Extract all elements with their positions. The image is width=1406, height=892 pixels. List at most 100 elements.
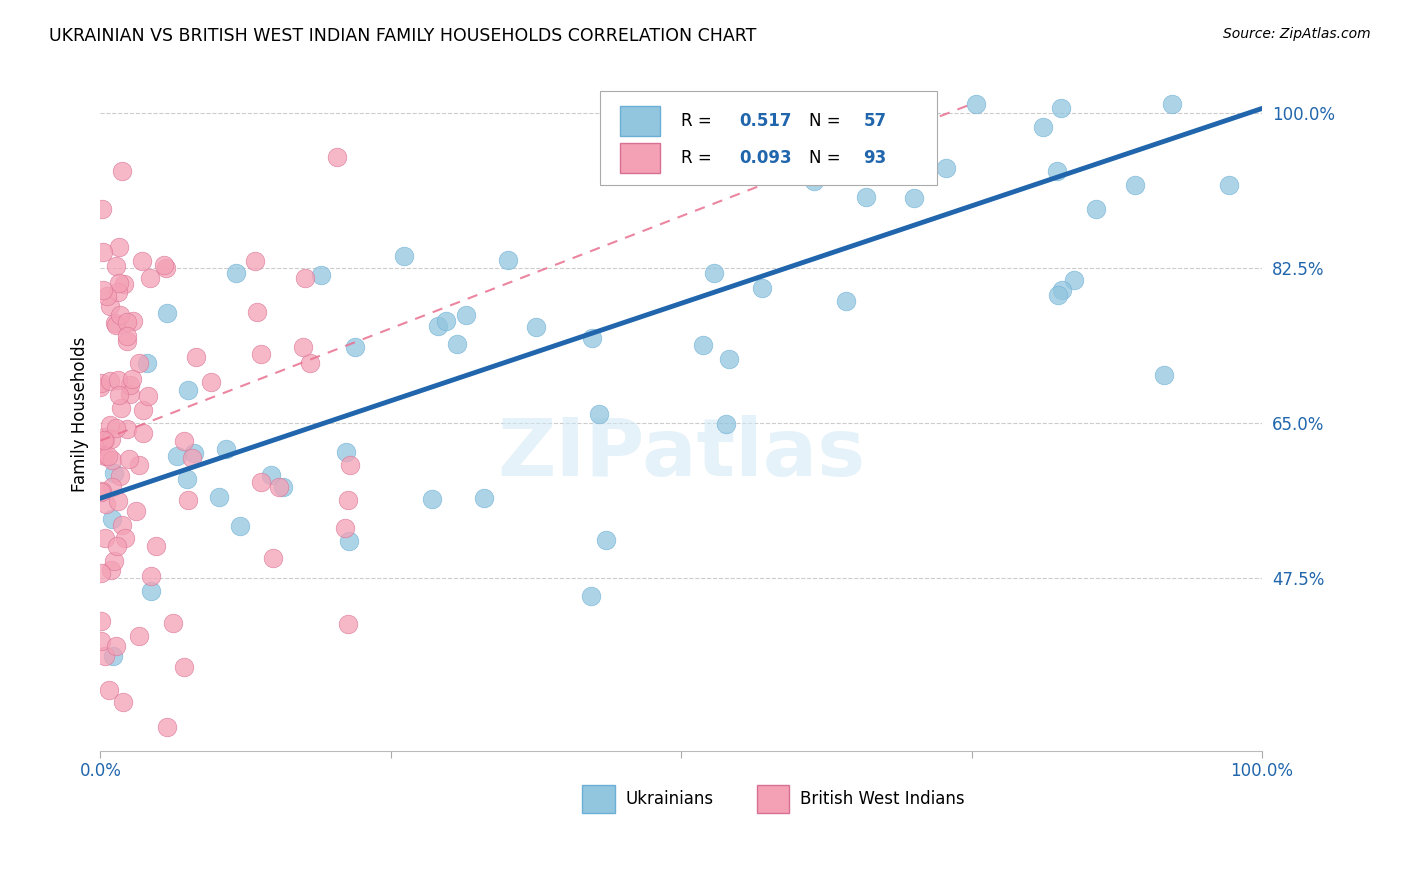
- Point: [93, 449, 115, 463]
- Point: [111, 695, 134, 709]
- Point: [243, 253, 266, 268]
- Point: [294, 270, 316, 285]
- Point: [200, 375, 222, 389]
- Point: [718, 352, 741, 367]
- Point: [581, 331, 603, 345]
- Point: [1218, 178, 1240, 192]
- Point: [176, 472, 198, 486]
- Point: [153, 258, 176, 272]
- Point: [496, 252, 519, 267]
- Point: [298, 355, 321, 369]
- Point: [104, 316, 127, 330]
- Text: 0.093: 0.093: [740, 149, 792, 167]
- Point: [703, 266, 725, 280]
- Point: [262, 550, 284, 565]
- Point: [105, 318, 128, 332]
- Point: [326, 150, 349, 164]
- Point: [90, 634, 112, 648]
- Point: [173, 660, 195, 674]
- Point: [335, 521, 357, 535]
- Point: [91, 245, 114, 260]
- Bar: [756, 785, 789, 814]
- Point: [112, 277, 135, 292]
- Point: [855, 190, 877, 204]
- Point: [343, 340, 366, 354]
- FancyBboxPatch shape: [600, 91, 936, 186]
- Point: [90, 376, 112, 390]
- Point: [89, 380, 111, 394]
- Point: [337, 534, 360, 549]
- Point: [114, 531, 136, 545]
- Point: [101, 649, 124, 664]
- Bar: [582, 785, 614, 814]
- Point: [131, 254, 153, 268]
- Point: [183, 446, 205, 460]
- Point: [90, 446, 112, 460]
- Point: [105, 259, 128, 273]
- Point: [104, 639, 127, 653]
- Point: [100, 432, 122, 446]
- Point: [128, 356, 150, 370]
- Point: [107, 285, 129, 300]
- Point: [260, 467, 283, 482]
- Point: [1049, 101, 1071, 115]
- Point: [335, 445, 357, 459]
- Point: [394, 249, 416, 263]
- Point: [588, 408, 610, 422]
- Point: [184, 350, 207, 364]
- Point: [98, 299, 121, 313]
- Point: [108, 308, 131, 322]
- Text: Ukrainians: Ukrainians: [626, 790, 714, 808]
- Point: [90, 614, 112, 628]
- Point: [1084, 202, 1107, 217]
- Point: [935, 161, 957, 175]
- Point: [107, 493, 129, 508]
- Point: [97, 449, 120, 463]
- Point: [107, 373, 129, 387]
- Point: [98, 374, 121, 388]
- Point: [751, 281, 773, 295]
- Point: [98, 683, 121, 698]
- Point: [524, 320, 547, 334]
- Point: [138, 271, 160, 285]
- Point: [139, 584, 162, 599]
- Point: [145, 539, 167, 553]
- Point: [744, 97, 766, 112]
- Point: [120, 377, 142, 392]
- Point: [108, 239, 131, 253]
- Point: [118, 451, 141, 466]
- Text: R =: R =: [681, 149, 717, 167]
- Point: [173, 434, 195, 448]
- Point: [115, 329, 138, 343]
- Point: [835, 294, 858, 309]
- Point: [714, 417, 737, 431]
- Text: N =: N =: [808, 149, 846, 167]
- Point: [108, 469, 131, 483]
- Point: [250, 347, 273, 361]
- Point: [1153, 368, 1175, 382]
- Point: [93, 433, 115, 447]
- Point: [225, 266, 247, 280]
- Point: [115, 316, 138, 330]
- Point: [101, 512, 124, 526]
- Point: [803, 174, 825, 188]
- Point: [581, 589, 603, 603]
- Point: [90, 484, 112, 499]
- Point: [155, 260, 177, 275]
- Y-axis label: Family Households: Family Households: [72, 336, 89, 491]
- Point: [132, 402, 155, 417]
- Point: [96, 289, 118, 303]
- Text: 0.517: 0.517: [740, 112, 792, 130]
- Text: British West Indians: British West Indians: [800, 790, 965, 808]
- Point: [271, 480, 294, 494]
- Point: [1063, 272, 1085, 286]
- Point: [118, 387, 141, 401]
- Bar: [620, 106, 661, 136]
- Point: [121, 372, 143, 386]
- Text: Source: ZipAtlas.com: Source: ZipAtlas.com: [1223, 27, 1371, 41]
- Point: [93, 532, 115, 546]
- Point: [107, 276, 129, 290]
- Point: [128, 458, 150, 472]
- Point: [136, 389, 159, 403]
- Point: [90, 566, 112, 580]
